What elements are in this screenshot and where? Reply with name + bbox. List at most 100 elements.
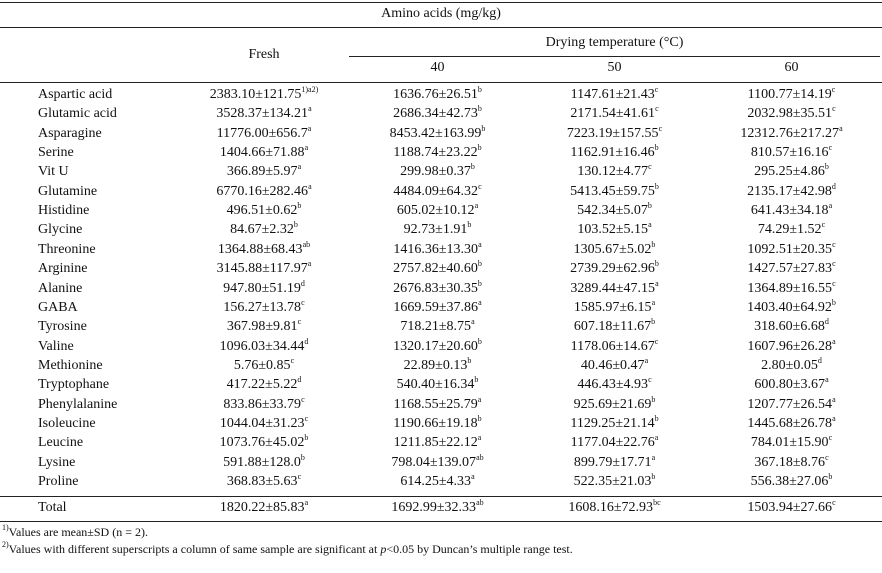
value-text: 12312.76±217.27 <box>740 126 840 141</box>
value-cell: 417.22±5.22d <box>184 375 344 393</box>
value-cell: 2676.83±30.35b <box>349 280 526 297</box>
value-text: 2676.83±30.35 <box>393 281 478 296</box>
superscript-letter: b <box>481 124 486 133</box>
superscript-letter: a <box>655 279 659 288</box>
value-text: 1147.61±21.43 <box>570 87 655 102</box>
value-text: 1503.94±27.66 <box>747 500 833 515</box>
value-text: 299.98±0.37 <box>400 164 471 179</box>
value-text: 318.60±6.68 <box>754 319 825 334</box>
value-text: 556.38±27.06 <box>750 474 829 489</box>
table-row: Arginine 3145.88±117.97a 2757.82±40.60b 273… <box>0 259 882 280</box>
value-text: 7223.19±157.55 <box>566 126 659 141</box>
value-text: 2032.98±35.51 <box>747 106 833 121</box>
superscript-letter: a <box>832 337 836 346</box>
value-cell: 1820.22±85.83a <box>184 498 344 516</box>
value-text: 925.69±21.69 <box>573 397 652 412</box>
amino-acid-name: Proline <box>38 474 79 489</box>
superscript-letter: c <box>648 162 652 171</box>
value-text: 540.40±16.34 <box>396 377 475 392</box>
total-top-rule <box>0 496 882 497</box>
value-cell: 540.40±16.34b <box>349 375 526 393</box>
value-cell: 4484.09±64.32c <box>349 183 526 200</box>
value-cell: 1188.74±23.22b <box>349 144 526 161</box>
value-text: 810.57±16.16 <box>750 145 829 160</box>
value-cell: 8453.42±163.99b <box>349 124 526 142</box>
value-cell: 925.69±21.69b <box>526 396 703 413</box>
value-text: 1364.88±68.43 <box>217 242 303 257</box>
value-text: 92.73±1.91 <box>403 222 468 237</box>
value-cell: 6770.16±282.46a <box>184 183 344 200</box>
value-text: 2383.10±121.75 <box>209 87 302 102</box>
value-cell: 1585.97±6.15a <box>526 299 703 316</box>
value-cell: 1092.51±20.35c <box>703 241 880 258</box>
temp-50-header: 50 <box>607 60 622 75</box>
footnote-2-marker: 2) <box>2 540 9 549</box>
superscript-letter: d <box>824 317 829 326</box>
superscript-letter: b <box>824 162 829 171</box>
superscript-letter: c <box>832 104 836 113</box>
superscript-letter: b <box>477 337 482 346</box>
value-cell: 366.89±5.97a <box>184 162 344 180</box>
value-text: 947.80±51.19 <box>223 281 301 296</box>
table-row: Tyrosine 367.98±9.81c 718.21±8.75a 607.18±1… <box>0 317 882 338</box>
value-cell: 3145.88±117.97a <box>184 260 344 277</box>
value-cell: 446.43±4.93c <box>526 375 703 393</box>
value-cell: 1211.85±22.12a <box>349 434 526 451</box>
superscript-letter: c <box>297 472 302 481</box>
superscript-letter: a <box>304 498 309 507</box>
value-cell: 367.98±9.81c <box>184 318 344 335</box>
superscript-letter: b <box>651 317 656 326</box>
value-cell: 2171.54±41.61c <box>526 104 703 122</box>
value-text: 3528.37±134.21 <box>216 106 309 121</box>
superscript-letter: a <box>297 162 302 171</box>
superscript-letter: c <box>655 104 659 113</box>
value-cell: 1404.66±71.88a <box>184 144 344 161</box>
superscript-letter: b <box>474 375 479 384</box>
amino-acid-name: GABA <box>38 300 78 315</box>
value-cell: 1177.04±22.76a <box>526 434 703 451</box>
value-text: 3289.44±47.15 <box>570 281 656 296</box>
superscript-letter: a <box>478 240 482 249</box>
amino-acid-name: Methionine <box>38 358 103 373</box>
value-text: 1608.16±72.93 <box>568 500 654 515</box>
value-text: 542.34±5.07 <box>577 203 648 218</box>
amino-acid-name: Tryptophane <box>38 377 110 392</box>
superscript-letter: a <box>474 201 479 210</box>
amino-acid-name: Glycine <box>38 222 83 237</box>
superscript-letter: c <box>648 375 652 384</box>
value-cell: 3289.44±47.15a <box>526 279 703 297</box>
value-cell: 718.21±8.75a <box>349 318 526 335</box>
value-text: 1403.40±64.92 <box>747 300 832 315</box>
value-text: 1073.76±45.02 <box>219 435 305 450</box>
superscript-letter: b <box>651 240 656 249</box>
value-text: 367.98±9.81 <box>226 319 298 334</box>
value-cell: 2757.82±40.60b <box>349 260 526 277</box>
value-text: 1190.66±19.18 <box>393 416 478 431</box>
value-cell: 522.35±21.03b <box>526 473 703 490</box>
superscript-letter: c <box>304 414 309 423</box>
superscript-letter: c <box>821 220 826 229</box>
superscript-letter: c <box>832 259 836 268</box>
table-row: Valine 1096.03±34.44d 1320.17±20.60b 1178.0… <box>0 337 882 358</box>
value-cell: 1608.16±72.93bc <box>526 499 703 516</box>
amino-acid-name: Alanine <box>38 281 83 296</box>
value-text: 1669.59±37.86 <box>393 300 479 315</box>
superscript-letter: b <box>654 143 659 152</box>
superscript-letter: b <box>831 298 836 307</box>
value-cell: 1636.76±26.51b <box>349 86 526 103</box>
value-text: 1178.06±14.67 <box>570 339 655 354</box>
value-text: 22.89±0.13 <box>403 358 468 373</box>
superscript-letter: c <box>832 498 836 507</box>
value-cell: 2135.17±42.98d <box>703 183 880 200</box>
footnote-1-text: Values are mean±SD (n = 2). <box>8 525 148 539</box>
footnote-2-text: Values with different superscripts a col… <box>8 542 381 556</box>
amino-acid-name: Histidine <box>38 203 90 218</box>
superscript-letter: d <box>297 375 302 384</box>
value-cell: 1669.59±37.86a <box>349 299 526 316</box>
value-text: 899.79±17.71 <box>573 455 652 470</box>
value-text: 1692.99±32.33 <box>391 500 477 515</box>
amino-acid-name: Glutamine <box>38 184 98 199</box>
value-text: 2171.54±41.61 <box>570 106 656 121</box>
value-text: 1211.85±22.12 <box>393 435 478 450</box>
superscript-letter: d <box>304 337 309 346</box>
